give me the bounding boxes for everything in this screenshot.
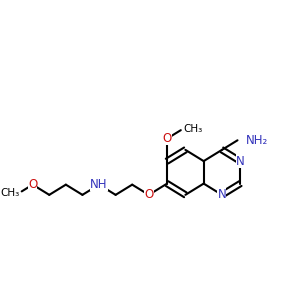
Text: O: O bbox=[144, 188, 153, 201]
Text: N: N bbox=[218, 188, 226, 201]
Text: O: O bbox=[28, 178, 37, 191]
Text: CH₃: CH₃ bbox=[183, 124, 202, 134]
Text: NH₂: NH₂ bbox=[245, 134, 268, 147]
Text: CH₃: CH₃ bbox=[0, 188, 20, 198]
Text: NH: NH bbox=[90, 178, 108, 191]
Text: O: O bbox=[163, 132, 172, 145]
Text: N: N bbox=[236, 154, 244, 168]
